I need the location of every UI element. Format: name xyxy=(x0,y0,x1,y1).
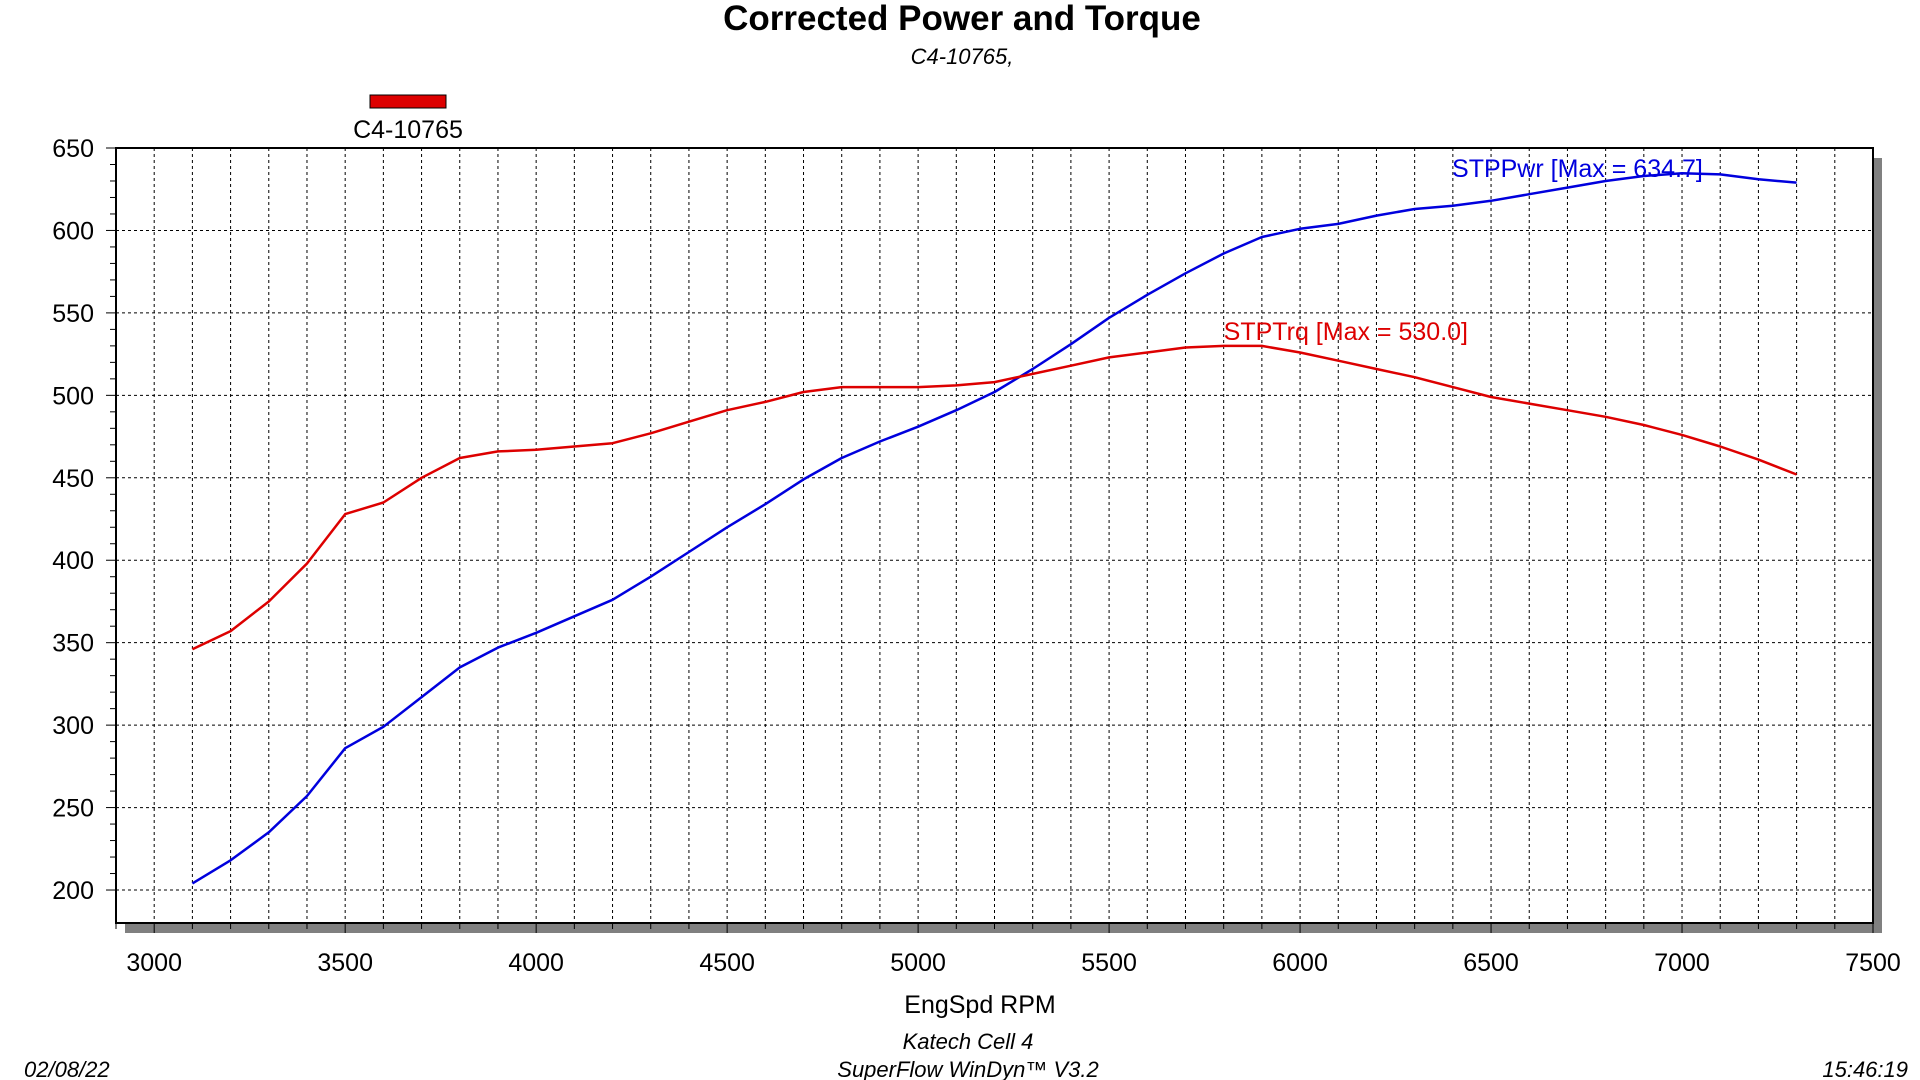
y-tick-label: 300 xyxy=(52,712,94,740)
x-tick-label: 4000 xyxy=(508,949,564,977)
y-tick-label: 450 xyxy=(52,465,94,493)
x-tick-label: 7500 xyxy=(1845,949,1901,977)
x-tick-label: 3500 xyxy=(317,949,373,977)
series-line-stptrq xyxy=(191,344,1798,651)
series-line-stppwr xyxy=(191,171,1797,885)
y-axis-ticks: 200 250 300 350 400 450 500 550 600 650 xyxy=(52,135,116,905)
y-tick-label: 250 xyxy=(52,795,94,823)
footer-line-2: SuperFlow WinDyn™ V3.2 xyxy=(837,1057,1098,1080)
chart-title: Corrected Power and Torque xyxy=(723,0,1201,38)
legend-label: C4-10765 xyxy=(353,116,463,144)
x-tick-label: 6000 xyxy=(1272,949,1328,977)
annotation-stppwr: STPPwr [Max = 634.7] xyxy=(1452,155,1703,183)
y-tick-label: 200 xyxy=(52,877,94,905)
x-axis-ticks: 3000 3500 4000 4500 5000 5500 6000 6500 7000 7500 xyxy=(115,923,1901,977)
x-tick-label: 6500 xyxy=(1463,949,1519,977)
y-tick-label: 600 xyxy=(52,217,94,245)
x-tick-label: 7000 xyxy=(1654,949,1710,977)
legend-swatch xyxy=(369,94,447,109)
chart-subtitle: C4-10765, xyxy=(911,44,1014,69)
annotations: STPPwr [Max = 634.7] STPTrq [Max = 530.0] xyxy=(1224,155,1703,346)
y-tick-label: 400 xyxy=(52,547,94,575)
grid xyxy=(116,148,1873,923)
y-tick-label: 500 xyxy=(52,382,94,410)
plot-area xyxy=(115,147,1874,924)
y-tick-label: 350 xyxy=(52,630,94,658)
footer-line-1: Katech Cell 4 xyxy=(903,1029,1034,1054)
series-group xyxy=(191,171,1798,885)
y-tick-label: 550 xyxy=(52,300,94,328)
footer-date: 02/08/22 xyxy=(24,1057,110,1080)
y-tick-label: 650 xyxy=(52,135,94,163)
footer-time: 15:46:19 xyxy=(1822,1057,1908,1080)
x-tick-label: 5000 xyxy=(890,949,946,977)
annotation-stptrq: STPTrq [Max = 530.0] xyxy=(1224,318,1468,346)
x-tick-label: 4500 xyxy=(699,949,755,977)
x-tick-label: 3000 xyxy=(126,949,182,977)
x-tick-label: 5500 xyxy=(1081,949,1137,977)
x-axis-label: EngSpd RPM xyxy=(904,991,1055,1019)
legend: C4-10765 xyxy=(353,94,463,144)
